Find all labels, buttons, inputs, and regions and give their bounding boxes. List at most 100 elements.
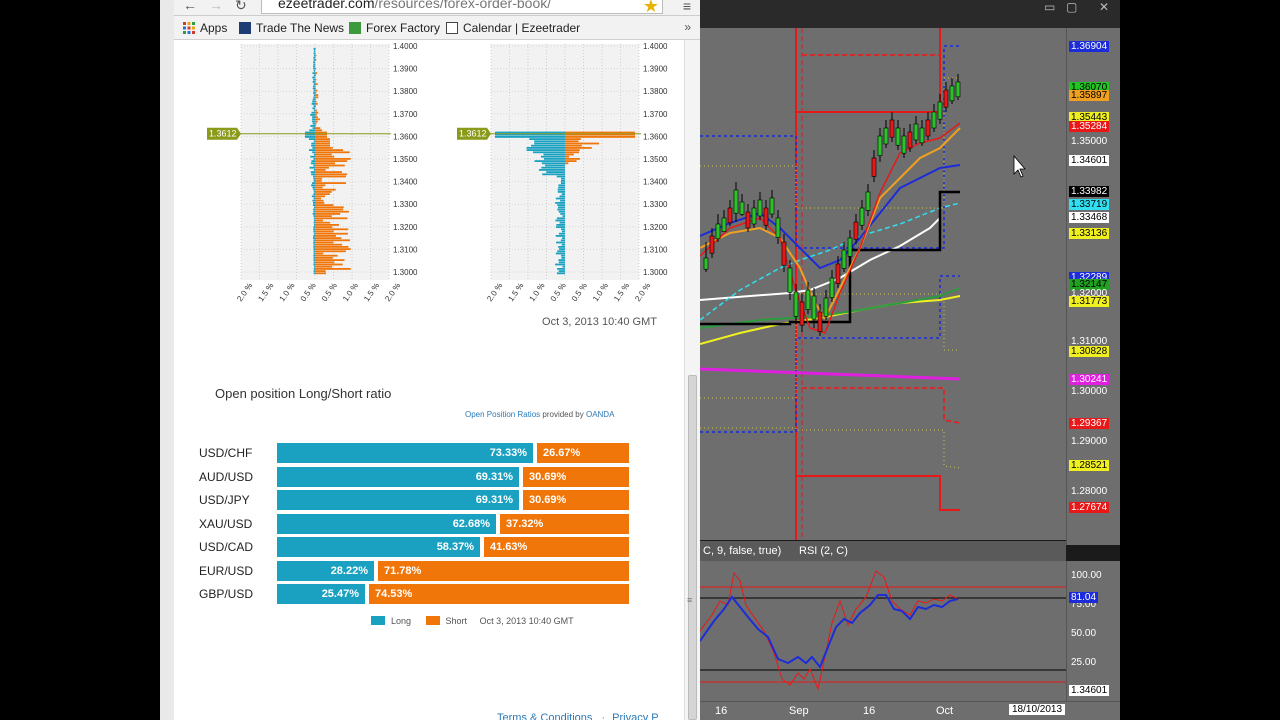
long-bar [313,63,315,66]
back-arrow-icon[interactable]: ← [183,0,197,13]
long-bar [313,191,315,193]
long-bar [561,257,565,259]
short-bar [315,131,327,134]
short-bar [315,155,335,158]
long-bar [312,147,315,149]
rsi-level-label: 25.00 [1071,657,1097,668]
long-bar [313,257,315,259]
candle-body [889,119,895,138]
rsi-chart[interactable] [700,561,1066,701]
price-tag: 1.33136 [1069,228,1110,239]
terms-link[interactable]: Terms & Conditions [497,712,593,720]
long-bar [311,142,315,145]
close-icon[interactable]: ✕ [1099,0,1110,14]
long-bar [313,197,315,200]
privacy-link[interactable]: Privacy P [612,712,659,720]
price-chart-svg [700,28,1026,540]
long-bar [313,78,315,81]
black-ma [700,190,960,326]
long-bar [555,235,565,237]
short-bar [565,158,580,160]
rsi-title: RSI (2, C) [799,545,848,557]
pct-tick-label: 1.5 % [506,281,525,303]
long-bar [313,109,315,112]
long-bar [313,252,315,255]
reload-icon[interactable]: ↻ [235,0,247,13]
scrollbar-thumb[interactable] [688,375,697,720]
long-bar [558,184,565,187]
platform-titlebar: ▭ ▢ ✕ [700,0,1120,28]
long-bar [312,76,315,79]
bookmark-apps[interactable]: Apps [183,21,227,35]
long-bar [313,263,315,266]
bookmark-forex-factory[interactable]: Forex Factory [349,21,440,35]
long-bar [313,153,315,156]
candle-body [709,235,715,254]
long-bar [311,144,315,147]
long-bar [561,254,565,257]
long-bar [313,70,315,72]
ratio-bar: 73.33% 26.67% [277,443,629,463]
current-price-label: 1.3612 [459,129,487,139]
long-bar [313,265,315,268]
long-bar [311,120,315,123]
long-bar [555,263,565,266]
candle-body [769,197,775,215]
long-bar [555,197,565,200]
short-bar [565,140,579,143]
long-bar [562,237,565,239]
magenta-line [700,367,961,381]
price-tag: 1.27674 [1069,502,1110,513]
calendar-icon [446,22,458,34]
price-tag: 1.30241 [1069,374,1110,385]
price-tag: 1.33719 [1069,199,1110,210]
candle-body [793,291,799,317]
ratio-row: USD/JPY 69.31% 30.69% [199,490,639,510]
oanda-link[interactable]: OANDA [585,410,615,419]
bookmark-trade-the-news[interactable]: Trade The News [239,21,344,35]
order-book-right-svg: 1.4000 1.3900 1.3800 1.3700 1.3600 1.3500 1.34… [457,42,668,303]
address-bar[interactable]: ezeetrader.com/resources/forex-order-boo… [261,0,663,14]
bookmark-star-icon[interactable]: ★ [642,0,659,16]
desktop-background [1120,0,1280,720]
price-tick-label: 1.3300 [393,200,418,209]
order-book-chart-positions: 1.4000 1.3900 1.3800 1.3700 1.3600 1.3500 1.34… [431,40,668,310]
bookmark-calendar[interactable]: Calendar | Ezeetrader [446,21,580,35]
long-bar: 58.37% [277,537,480,557]
forward-arrow-icon[interactable]: → [209,0,223,13]
long-bar [313,56,315,59]
ratio-credit-link[interactable]: Open Position Ratios [465,410,541,419]
long-bar [555,252,565,255]
candle-body [787,267,793,293]
price-tag: 1.35897 [1069,90,1110,101]
ratio-title: Open position Long/Short ratio [215,386,392,401]
short-bar [315,217,348,220]
ratio-pair-label: EUR/USD [199,563,254,578]
candle-body [919,127,925,144]
minimize-icon[interactable]: ▭ [1044,0,1056,14]
short-bar [315,67,316,70]
menu-icon[interactable]: ≡ [682,0,691,14]
short-bar [315,246,349,248]
long-bar [540,155,565,158]
long-bar [557,208,565,211]
price-tick-label: 1.3500 [393,155,418,164]
ratio-bar: 58.37% 41.63% [277,537,629,557]
rsi-chart-svg [700,570,1066,691]
long-bar [305,136,315,138]
long-bar [313,188,315,191]
price-chart[interactable] [700,28,1066,540]
restore-icon[interactable]: ▢ [1066,0,1078,14]
price-level-label: 1.31000 [1071,336,1108,347]
short-bar [565,153,574,156]
long-bar [559,195,565,198]
page-scrollbar[interactable]: ≡ [684,40,700,720]
bookmarks-overflow-icon[interactable]: » [684,20,691,34]
long-bar [542,173,565,176]
short-swatch-icon [425,616,440,625]
long-bar [543,153,565,156]
candle-body [925,119,931,137]
short-bar [315,230,334,233]
long-bar [313,59,315,61]
long-bar [313,48,315,50]
